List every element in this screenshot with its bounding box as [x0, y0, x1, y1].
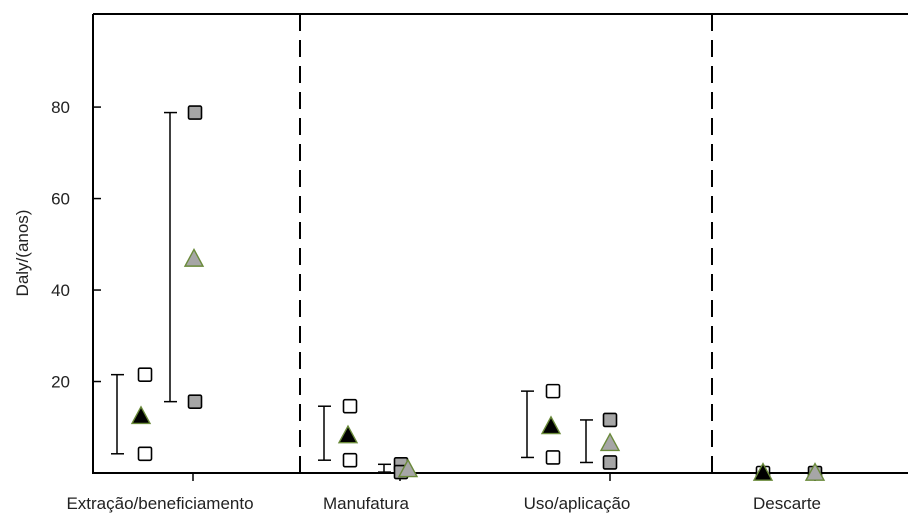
y-tick-label: 60	[51, 190, 70, 209]
x-tick-label: Extração/beneficiamento	[66, 494, 253, 513]
value-triangle	[183, 248, 205, 267]
value-triangle	[540, 415, 562, 435]
max-square	[137, 367, 153, 382]
min-square	[342, 452, 358, 468]
max-square	[545, 383, 561, 399]
max-square	[602, 412, 618, 428]
min-square	[602, 455, 618, 470]
min-square	[137, 446, 153, 462]
x-tick-label: Manufatura	[323, 494, 410, 513]
value-triangle	[599, 432, 621, 452]
y-tick-label: 40	[51, 281, 70, 300]
y-tick-label: 80	[51, 98, 70, 117]
max-square	[342, 398, 358, 414]
x-tick-label: Uso/aplicação	[524, 494, 631, 513]
y-axis-label: Daly/(anos)	[13, 210, 32, 297]
value-triangle	[397, 458, 419, 478]
min-square	[187, 394, 203, 409]
max-square	[187, 105, 203, 120]
value-triangle	[130, 405, 152, 425]
value-triangle	[804, 462, 826, 481]
min-square	[545, 450, 561, 465]
y-tick-label: 20	[51, 373, 70, 392]
x-tick-label: Descarte	[753, 494, 821, 513]
value-triangle	[337, 424, 359, 444]
value-triangle	[752, 462, 774, 481]
